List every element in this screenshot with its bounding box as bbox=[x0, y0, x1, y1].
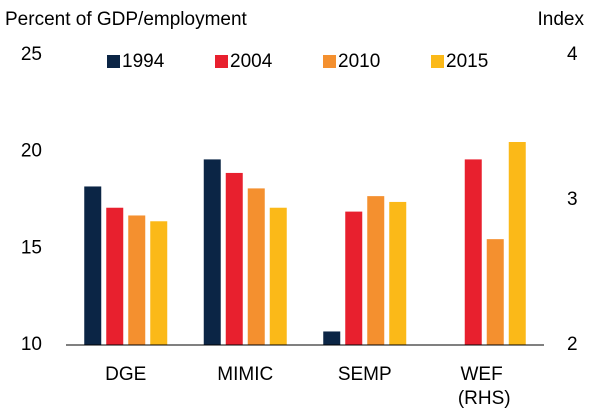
legend-swatch bbox=[215, 55, 228, 68]
bar bbox=[486, 239, 504, 345]
y2-tick-label: 2 bbox=[567, 334, 578, 355]
bar bbox=[84, 186, 102, 345]
bar bbox=[464, 159, 482, 345]
y-tick-label: 25 bbox=[21, 44, 42, 65]
bar bbox=[367, 196, 385, 345]
y2-tick-label: 4 bbox=[567, 44, 578, 65]
bar bbox=[203, 159, 221, 345]
bar bbox=[247, 188, 265, 345]
legend-swatch bbox=[107, 55, 120, 68]
legend-label: 2004 bbox=[230, 51, 273, 72]
y2-tick-label: 3 bbox=[567, 189, 578, 210]
legend-label: 2010 bbox=[338, 51, 380, 72]
bar bbox=[345, 211, 363, 345]
bar bbox=[508, 142, 526, 345]
y-tick-label: 15 bbox=[21, 237, 42, 258]
bar bbox=[150, 221, 168, 345]
y2-axis-label: Index bbox=[538, 9, 585, 30]
y-axis-label: Percent of GDP/employment bbox=[5, 9, 248, 30]
legend-swatch bbox=[323, 55, 336, 68]
bar bbox=[128, 215, 146, 345]
x-tick-label: WEF (RHS) bbox=[458, 364, 511, 409]
x-tick-label: SEMP bbox=[338, 364, 392, 385]
bar bbox=[106, 207, 124, 345]
bar bbox=[269, 207, 287, 345]
x-tick-label: DGE bbox=[105, 364, 146, 385]
legend-label: 2015 bbox=[446, 51, 488, 72]
x-tick-label: MIMIC bbox=[217, 364, 273, 385]
y-tick-label: 10 bbox=[21, 334, 42, 355]
bar bbox=[225, 172, 243, 345]
bar bbox=[389, 201, 407, 345]
y-tick-label: 20 bbox=[21, 141, 42, 162]
bar bbox=[323, 331, 341, 345]
legend-label: 1994 bbox=[122, 51, 165, 72]
legend-swatch bbox=[431, 55, 444, 68]
